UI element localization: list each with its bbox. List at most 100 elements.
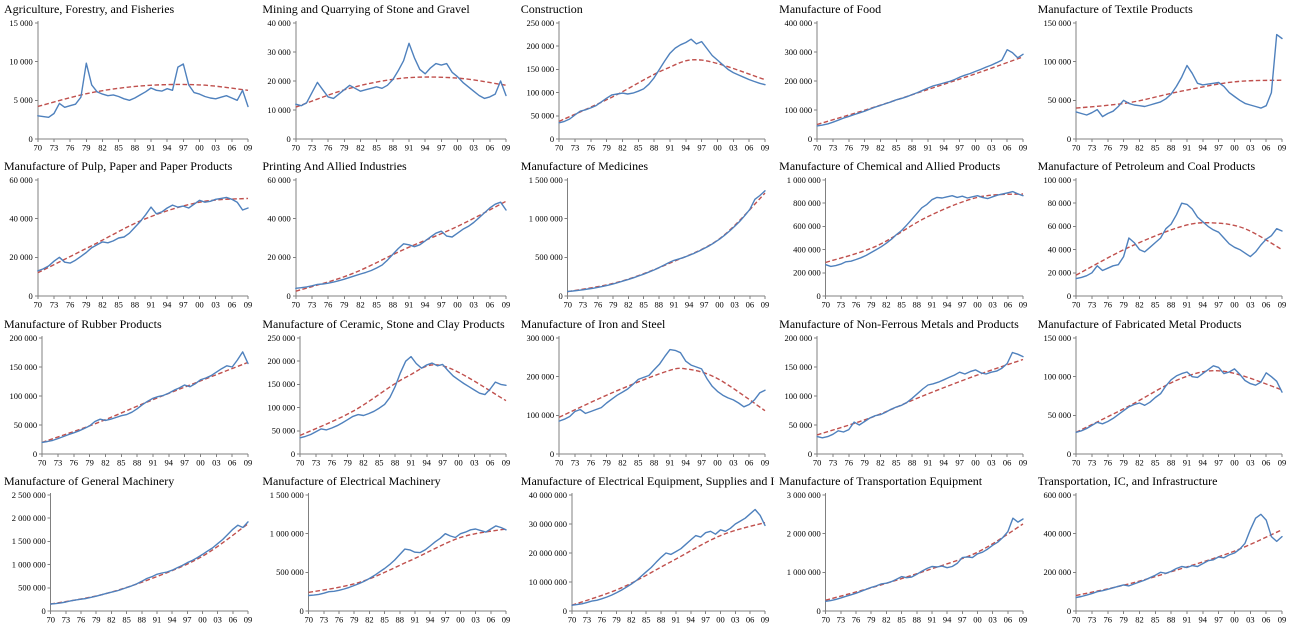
trend-line <box>37 197 249 274</box>
y-tick-label: 250 000 <box>268 332 296 342</box>
y-tick-label: 300 000 <box>526 332 554 342</box>
series-line <box>825 191 1024 268</box>
x-tick-label: 03 <box>470 143 479 153</box>
x-tick-label: 09 <box>502 614 511 624</box>
y-tick-label: 1 000 000 <box>787 567 821 577</box>
x-tick-label: 79 <box>344 457 353 467</box>
chart-canvas: 0 500 000 1 000 000 1 500 000 2 000 000 2 500… <box>12 490 253 625</box>
x-tick-label: 91 <box>147 300 156 310</box>
y-tick-label: 250 000 <box>526 18 554 28</box>
x-tick-label: 03 <box>213 614 222 624</box>
y-tick-label: 30 000 000 <box>529 519 567 529</box>
x-tick-label: 79 <box>92 614 101 624</box>
x-tick-label: 82 <box>1135 614 1144 624</box>
x-tick-label: 00 <box>713 457 722 467</box>
x-tick-label: 79 <box>340 143 349 153</box>
x-tick-label: 76 <box>70 457 79 467</box>
x-tick-label: 00 <box>1230 300 1239 310</box>
chart-canvas: 0 10 000 20 000 30 000 40 000 70 73 76 79 82 85 88 9… <box>268 18 511 153</box>
x-tick-label: 91 <box>149 457 158 467</box>
x-tick-label: 76 <box>597 614 606 624</box>
y-tick-label: 20 000 <box>1047 268 1070 278</box>
chart-canvas: 0 200 000 400 000 600 000 70 73 76 79 82 85 88 91 94… <box>1043 490 1286 625</box>
x-tick-label: 85 <box>1151 143 1160 153</box>
x-tick-label: 03 <box>1246 614 1255 624</box>
x-tick-label: 70 <box>822 300 831 310</box>
chart-title: Manufacture of Medicines <box>520 159 649 174</box>
y-tick-label: 150 000 <box>1043 18 1071 28</box>
x-tick-label: 97 <box>958 300 967 310</box>
trend-line <box>1075 369 1282 433</box>
y-tick-label: 0 <box>29 134 33 144</box>
x-tick-label: 70 <box>1071 300 1080 310</box>
chart-cell-6: Manufacture of Pulp, Paper and Paper Pro… <box>0 157 259 315</box>
x-tick-label: 82 <box>627 614 636 624</box>
x-tick-label: 94 <box>1198 614 1207 624</box>
x-tick-label: 00 <box>1230 143 1239 153</box>
x-tick-label: 00 <box>455 457 464 467</box>
x-tick-label: 76 <box>66 143 75 153</box>
x-tick-label: 97 <box>180 457 189 467</box>
x-tick-label: 88 <box>1166 143 1175 153</box>
x-tick-label: 91 <box>671 614 680 624</box>
trend-line <box>1075 222 1282 276</box>
x-tick-label: 85 <box>375 457 384 467</box>
x-tick-label: 91 <box>1182 143 1191 153</box>
x-tick-label: 79 <box>602 457 611 467</box>
x-tick-label: 79 <box>1119 143 1128 153</box>
x-tick-label: 88 <box>1166 300 1175 310</box>
x-tick-label: 09 <box>244 300 253 310</box>
x-tick-label: 73 <box>829 457 838 467</box>
y-tick-label: 50 000 <box>531 111 554 121</box>
x-tick-label: 91 <box>411 614 420 624</box>
x-tick-label: 76 <box>1103 143 1112 153</box>
x-tick-label: 97 <box>179 143 188 153</box>
series-line <box>1074 513 1283 598</box>
x-tick-label: 88 <box>396 614 405 624</box>
x-tick-label: 73 <box>54 457 63 467</box>
x-tick-label: 76 <box>335 614 344 624</box>
y-tick-label: 60 000 <box>1047 221 1070 231</box>
x-tick-label: 88 <box>389 300 398 310</box>
x-tick-label: 97 <box>439 457 448 467</box>
x-tick-label: 94 <box>163 143 172 153</box>
x-tick-label: 97 <box>437 300 446 310</box>
x-tick-label: 94 <box>940 457 949 467</box>
chart-title: Manufacture of Transportation Equipment <box>779 473 983 488</box>
y-tick-label: 0 <box>291 448 295 458</box>
x-tick-label: 73 <box>308 143 317 153</box>
x-tick-label: 85 <box>898 614 907 624</box>
trend-line <box>50 522 249 605</box>
chart-canvas: 0 50 000 100 000 150 000 70 73 76 79 82 85 88 91 94 9… <box>1043 18 1286 153</box>
chart-cell-17: Manufacture of Electrical Machinery 0 500 … <box>258 471 517 629</box>
x-tick-label: 97 <box>956 143 965 153</box>
x-tick-label: 85 <box>117 457 126 467</box>
series-line <box>1074 33 1283 118</box>
x-tick-label: 79 <box>861 143 870 153</box>
x-tick-label: 79 <box>1119 300 1128 310</box>
y-tick-label: 2 500 000 <box>12 490 46 500</box>
x-tick-label: 09 <box>1277 457 1286 467</box>
y-tick-label: 40 000 <box>1047 245 1070 255</box>
x-tick-label: 79 <box>602 143 611 153</box>
x-tick-label: 76 <box>1103 300 1112 310</box>
x-tick-label: 70 <box>38 457 47 467</box>
x-tick-label: 97 <box>956 457 965 467</box>
y-tick-label: 500 000 <box>18 582 46 592</box>
y-tick-label: 100 000 <box>9 390 37 400</box>
x-tick-label: 91 <box>669 300 678 310</box>
x-tick-label: 88 <box>908 143 917 153</box>
x-tick-label: 76 <box>852 300 861 310</box>
x-tick-label: 97 <box>700 300 709 310</box>
x-tick-label: 06 <box>1004 300 1013 310</box>
y-tick-label: 0 <box>808 134 812 144</box>
x-tick-label: 85 <box>898 300 907 310</box>
x-tick-label: 73 <box>62 614 71 624</box>
series-line <box>816 49 1024 127</box>
x-tick-label: 03 <box>731 614 740 624</box>
chart-canvas: 0 500 000 1 000 000 1 500 000 70 73 76 79 82 85 88… <box>528 175 769 310</box>
x-tick-label: 97 <box>697 143 706 153</box>
trend-line <box>825 193 1024 264</box>
x-tick-label: 85 <box>642 614 651 624</box>
x-tick-label: 09 <box>244 614 253 624</box>
